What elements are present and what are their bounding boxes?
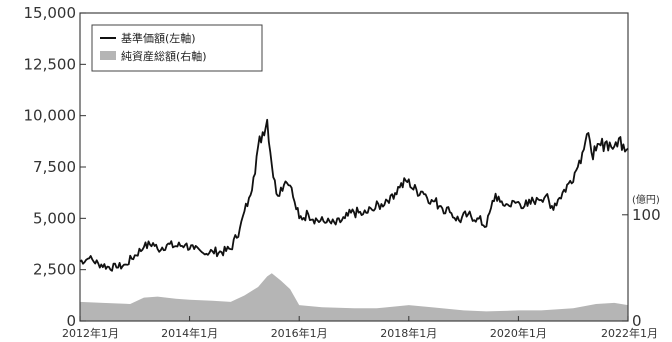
left-tick-label: 0 [66,312,76,330]
legend: 基準価額(左軸) 純資産総額(右軸) [91,24,263,72]
left-tick-label: 2,500 [33,261,76,279]
x-tick-label: 2018年1月 [380,326,437,340]
left-axis-ticks: 0 2,500 5,000 7,500 10,000 12,500 15,000 [24,4,86,330]
right-axis-unit: (億円) [632,193,660,206]
base-price-line [79,118,629,272]
left-tick-label: 15,000 [24,4,77,22]
x-axis-ticks: 2012年1月 2014年1月 2016年1月 2018年1月 2020年1月 2022年… [62,316,658,340]
left-tick-label: 5,000 [33,209,76,227]
legend-label-net-assets: 純資産総額(右軸) [121,49,207,63]
left-tick-label: 12,500 [24,55,77,73]
net-assets-area [80,273,628,321]
right-axis-ticks: 0 100(億円) [622,193,661,330]
x-tick-label: 2016年1月 [271,326,328,340]
right-tick-label: 100 [632,206,661,224]
legend-area-swatch [100,51,116,60]
x-tick-label: 2014年1月 [161,326,218,340]
base-price-line-layer [79,118,629,272]
net-assets-area-layer [80,273,628,321]
x-tick-label: 2022年1月 [601,326,658,340]
legend-label-base-price: 基準価額(左軸) [121,31,196,45]
left-tick-label: 10,000 [24,107,77,125]
right-tick-label: 0 [632,312,642,330]
legend-box [91,24,263,72]
x-tick-label: 2012年1月 [62,326,119,340]
left-tick-label: 7,500 [33,158,76,176]
x-tick-label: 2020年1月 [490,326,547,340]
